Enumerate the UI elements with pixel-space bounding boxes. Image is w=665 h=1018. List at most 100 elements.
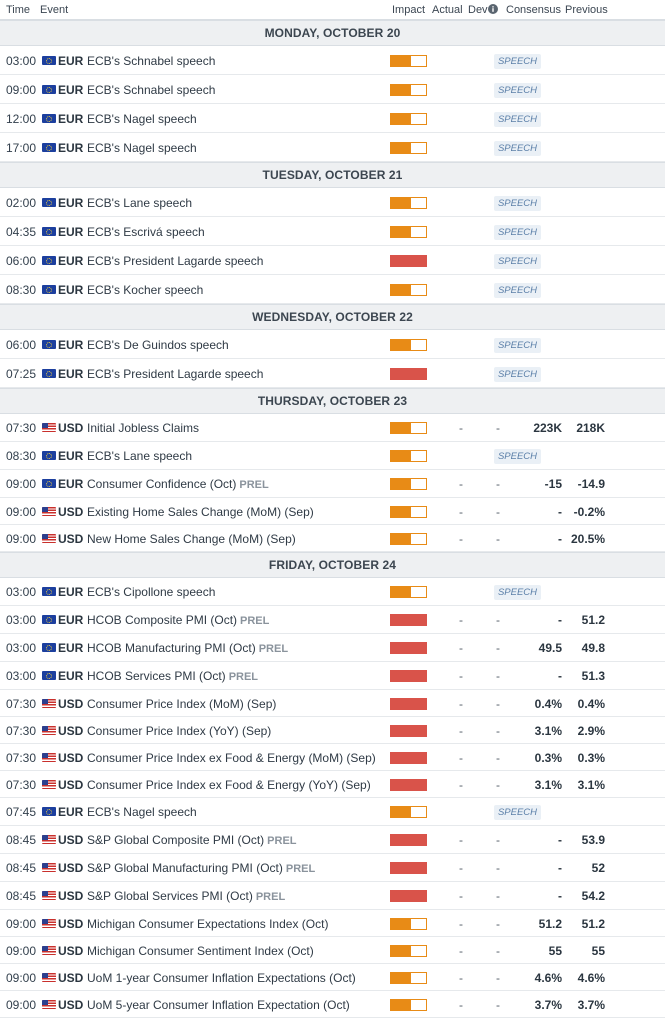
event-row[interactable]: 09:00 USD UoM 5-year Consumer Inflation Ex… <box>0 991 665 1018</box>
event-name[interactable]: ECB's De Guindos speech <box>87 338 229 352</box>
event-row[interactable]: 09:00 USD Existing Home Sales Change (MoM)… <box>0 498 665 525</box>
event-name[interactable]: ECB's Kocher speech <box>87 283 203 297</box>
event-row[interactable]: 07:30 USD Consumer Price Index (YoY) (Sep)… <box>0 717 665 744</box>
event-currency: USD <box>58 889 84 903</box>
event-row[interactable]: 09:00 USD Michigan Consumer Sentiment Inde… <box>0 937 665 964</box>
event-name[interactable]: Consumer Price Index (YoY) (Sep) <box>87 724 271 738</box>
eu-flag-icon <box>42 369 56 378</box>
event-name[interactable]: Consumer Price Index (MoM) (Sep) <box>87 697 276 711</box>
event-row[interactable]: 08:30 EUR ECB's Kocher speech SPEECH <box>0 275 665 304</box>
event-currency: EUR <box>58 585 84 599</box>
event-row[interactable]: 09:00 USD New Home Sales Change (MoM) (Sep… <box>0 525 665 552</box>
impact-bar-high <box>390 698 427 710</box>
eu-flag-icon <box>42 56 56 65</box>
event-currency: EUR <box>58 225 84 239</box>
event-name[interactable]: ECB's Nagel speech <box>87 805 197 819</box>
event-row[interactable]: 06:00 EUR ECB's De Guindos speech SPEECH <box>0 330 665 359</box>
event-currency: EUR <box>58 367 84 381</box>
event-name[interactable]: ECB's Escrivá speech <box>87 225 205 239</box>
event-row[interactable]: 03:00 EUR ECB's Schnabel speech SPEECH <box>0 46 665 75</box>
event-row[interactable]: 06:00 EUR ECB's President Lagarde speech SP… <box>0 246 665 275</box>
event-name[interactable]: ECB's Schnabel speech <box>87 54 215 68</box>
day-header: WEDNESDAY, OCTOBER 22 <box>0 304 665 330</box>
event-row[interactable]: 03:00 EUR HCOB Composite PMI (Oct) PREL - - - 5… <box>0 606 665 634</box>
column-header-time[interactable]: Time <box>6 4 31 16</box>
column-header-event[interactable]: Event <box>40 4 69 16</box>
column-header-consensus[interactable]: Consensus <box>506 4 562 16</box>
event-title: Initial Jobless Claims <box>87 421 200 435</box>
event-currency: EUR <box>58 83 84 97</box>
event-name[interactable]: Michigan Consumer Expectations Index (Oc… <box>87 917 328 931</box>
event-row[interactable]: 04:35 EUR ECB's Escrivá speech SPEECH <box>0 217 665 246</box>
us-flag-icon <box>42 699 56 708</box>
event-row[interactable]: 08:45 USD S&P Global Services PMI (Oct) PRE… <box>0 882 665 910</box>
event-name[interactable]: S&P Global Services PMI (Oct) PREL <box>87 889 285 903</box>
info-icon[interactable] <box>488 4 498 17</box>
column-header-previous[interactable]: Previous <box>565 4 608 16</box>
event-name[interactable]: ECB's Cipollone speech <box>87 585 215 599</box>
consensus-value: - <box>558 669 562 683</box>
event-row[interactable]: 07:30 USD Consumer Price Index ex Food & E… <box>0 771 665 798</box>
event-row[interactable]: 03:00 EUR HCOB Manufacturing PMI (Oct) PREL… <box>0 634 665 662</box>
event-name[interactable]: UoM 1-year Consumer Inflation Expectatio… <box>87 971 356 985</box>
event-row[interactable]: 03:00 EUR HCOB Services PMI (Oct) PREL - - - 51… <box>0 662 665 690</box>
event-name[interactable]: New Home Sales Change (MoM) (Sep) <box>87 532 296 546</box>
event-name[interactable]: HCOB Manufacturing PMI (Oct) PREL <box>87 641 288 655</box>
consensus-value: 0.3% <box>534 751 562 765</box>
deviation-value: - <box>496 833 500 847</box>
impact-bar-medium <box>390 586 427 598</box>
event-row[interactable]: 09:00 USD UoM 1-year Consumer Inflation Ex… <box>0 964 665 991</box>
impact-bar-medium <box>390 226 427 238</box>
event-name[interactable]: ECB's Nagel speech <box>87 141 197 155</box>
consensus-value: - <box>558 833 562 847</box>
event-name[interactable]: Consumer Confidence (Oct) PREL <box>87 477 269 491</box>
us-flag-icon <box>42 946 56 955</box>
impact-bar-high <box>390 642 427 654</box>
event-row[interactable]: 09:00 USD Michigan Consumer Expectations I… <box>0 910 665 937</box>
event-name[interactable]: ECB's Lane speech <box>87 449 192 463</box>
event-row[interactable]: 17:00 EUR ECB's Nagel speech SPEECH <box>0 133 665 162</box>
deviation-value: - <box>496 505 500 519</box>
event-name[interactable]: S&P Global Manufacturing PMI (Oct) PREL <box>87 861 315 875</box>
event-row[interactable]: 08:45 USD S&P Global Manufacturing PMI (Oc… <box>0 854 665 882</box>
column-header-actual[interactable]: Actual <box>432 4 463 16</box>
event-currency: USD <box>58 751 84 765</box>
event-name[interactable]: ECB's Lane speech <box>87 196 192 210</box>
event-row[interactable]: 02:00 EUR ECB's Lane speech SPEECH <box>0 188 665 217</box>
actual-value: - <box>459 998 463 1012</box>
event-name[interactable]: ECB's Nagel speech <box>87 112 197 126</box>
event-row[interactable]: 09:00 EUR Consumer Confidence (Oct) PREL - - -… <box>0 470 665 498</box>
deviation-value: - <box>496 889 500 903</box>
event-row[interactable]: 12:00 EUR ECB's Nagel speech SPEECH <box>0 104 665 133</box>
event-name[interactable]: Existing Home Sales Change (MoM) (Sep) <box>87 505 314 519</box>
impact-bar-medium <box>390 945 427 957</box>
event-row[interactable]: 07:30 USD Consumer Price Index ex Food & E… <box>0 744 665 771</box>
event-row[interactable]: 09:00 EUR ECB's Schnabel speech SPEECH <box>0 75 665 104</box>
event-time: 09:00 <box>6 917 37 931</box>
event-name[interactable]: UoM 5-year Consumer Inflation Expectatio… <box>87 998 350 1012</box>
event-currency: EUR <box>58 613 84 627</box>
event-name[interactable]: Consumer Price Index ex Food & Energy (Y… <box>87 778 371 792</box>
event-name[interactable]: ECB's Schnabel speech <box>87 83 215 97</box>
event-row[interactable]: 07:30 USD Consumer Price Index (MoM) (Sep)… <box>0 690 665 717</box>
event-name[interactable]: Initial Jobless Claims <box>87 421 199 435</box>
event-row[interactable]: 07:25 EUR ECB's President Lagarde speech SP… <box>0 359 665 388</box>
event-name[interactable]: S&P Global Composite PMI (Oct) PREL <box>87 833 297 847</box>
event-row[interactable]: 07:45 EUR ECB's Nagel speech SPEECH <box>0 798 665 826</box>
event-name[interactable]: ECB's President Lagarde speech <box>87 254 263 268</box>
previous-value: -0.2% <box>573 505 605 519</box>
prel-badge: PREL <box>258 643 289 655</box>
event-name[interactable]: Consumer Price Index ex Food & Energy (M… <box>87 751 376 765</box>
event-row[interactable]: 07:30 USD Initial Jobless Claims - - 223K 218K <box>0 414 665 442</box>
event-name[interactable]: ECB's President Lagarde speech <box>87 367 263 381</box>
event-name[interactable]: HCOB Composite PMI (Oct) PREL <box>87 613 269 627</box>
deviation-value: - <box>496 697 500 711</box>
event-row[interactable]: 03:00 EUR ECB's Cipollone speech SPEECH <box>0 578 665 606</box>
event-name[interactable]: HCOB Services PMI (Oct) PREL <box>87 669 258 683</box>
column-header-impact[interactable]: Impact <box>392 4 426 16</box>
column-header-dev[interactable]: Dev <box>468 4 488 16</box>
event-name[interactable]: Michigan Consumer Sentiment Index (Oct) <box>87 944 314 958</box>
event-row[interactable]: 08:45 USD S&P Global Composite PMI (Oct) PR… <box>0 826 665 854</box>
event-row[interactable]: 08:30 EUR ECB's Lane speech SPEECH <box>0 442 665 470</box>
